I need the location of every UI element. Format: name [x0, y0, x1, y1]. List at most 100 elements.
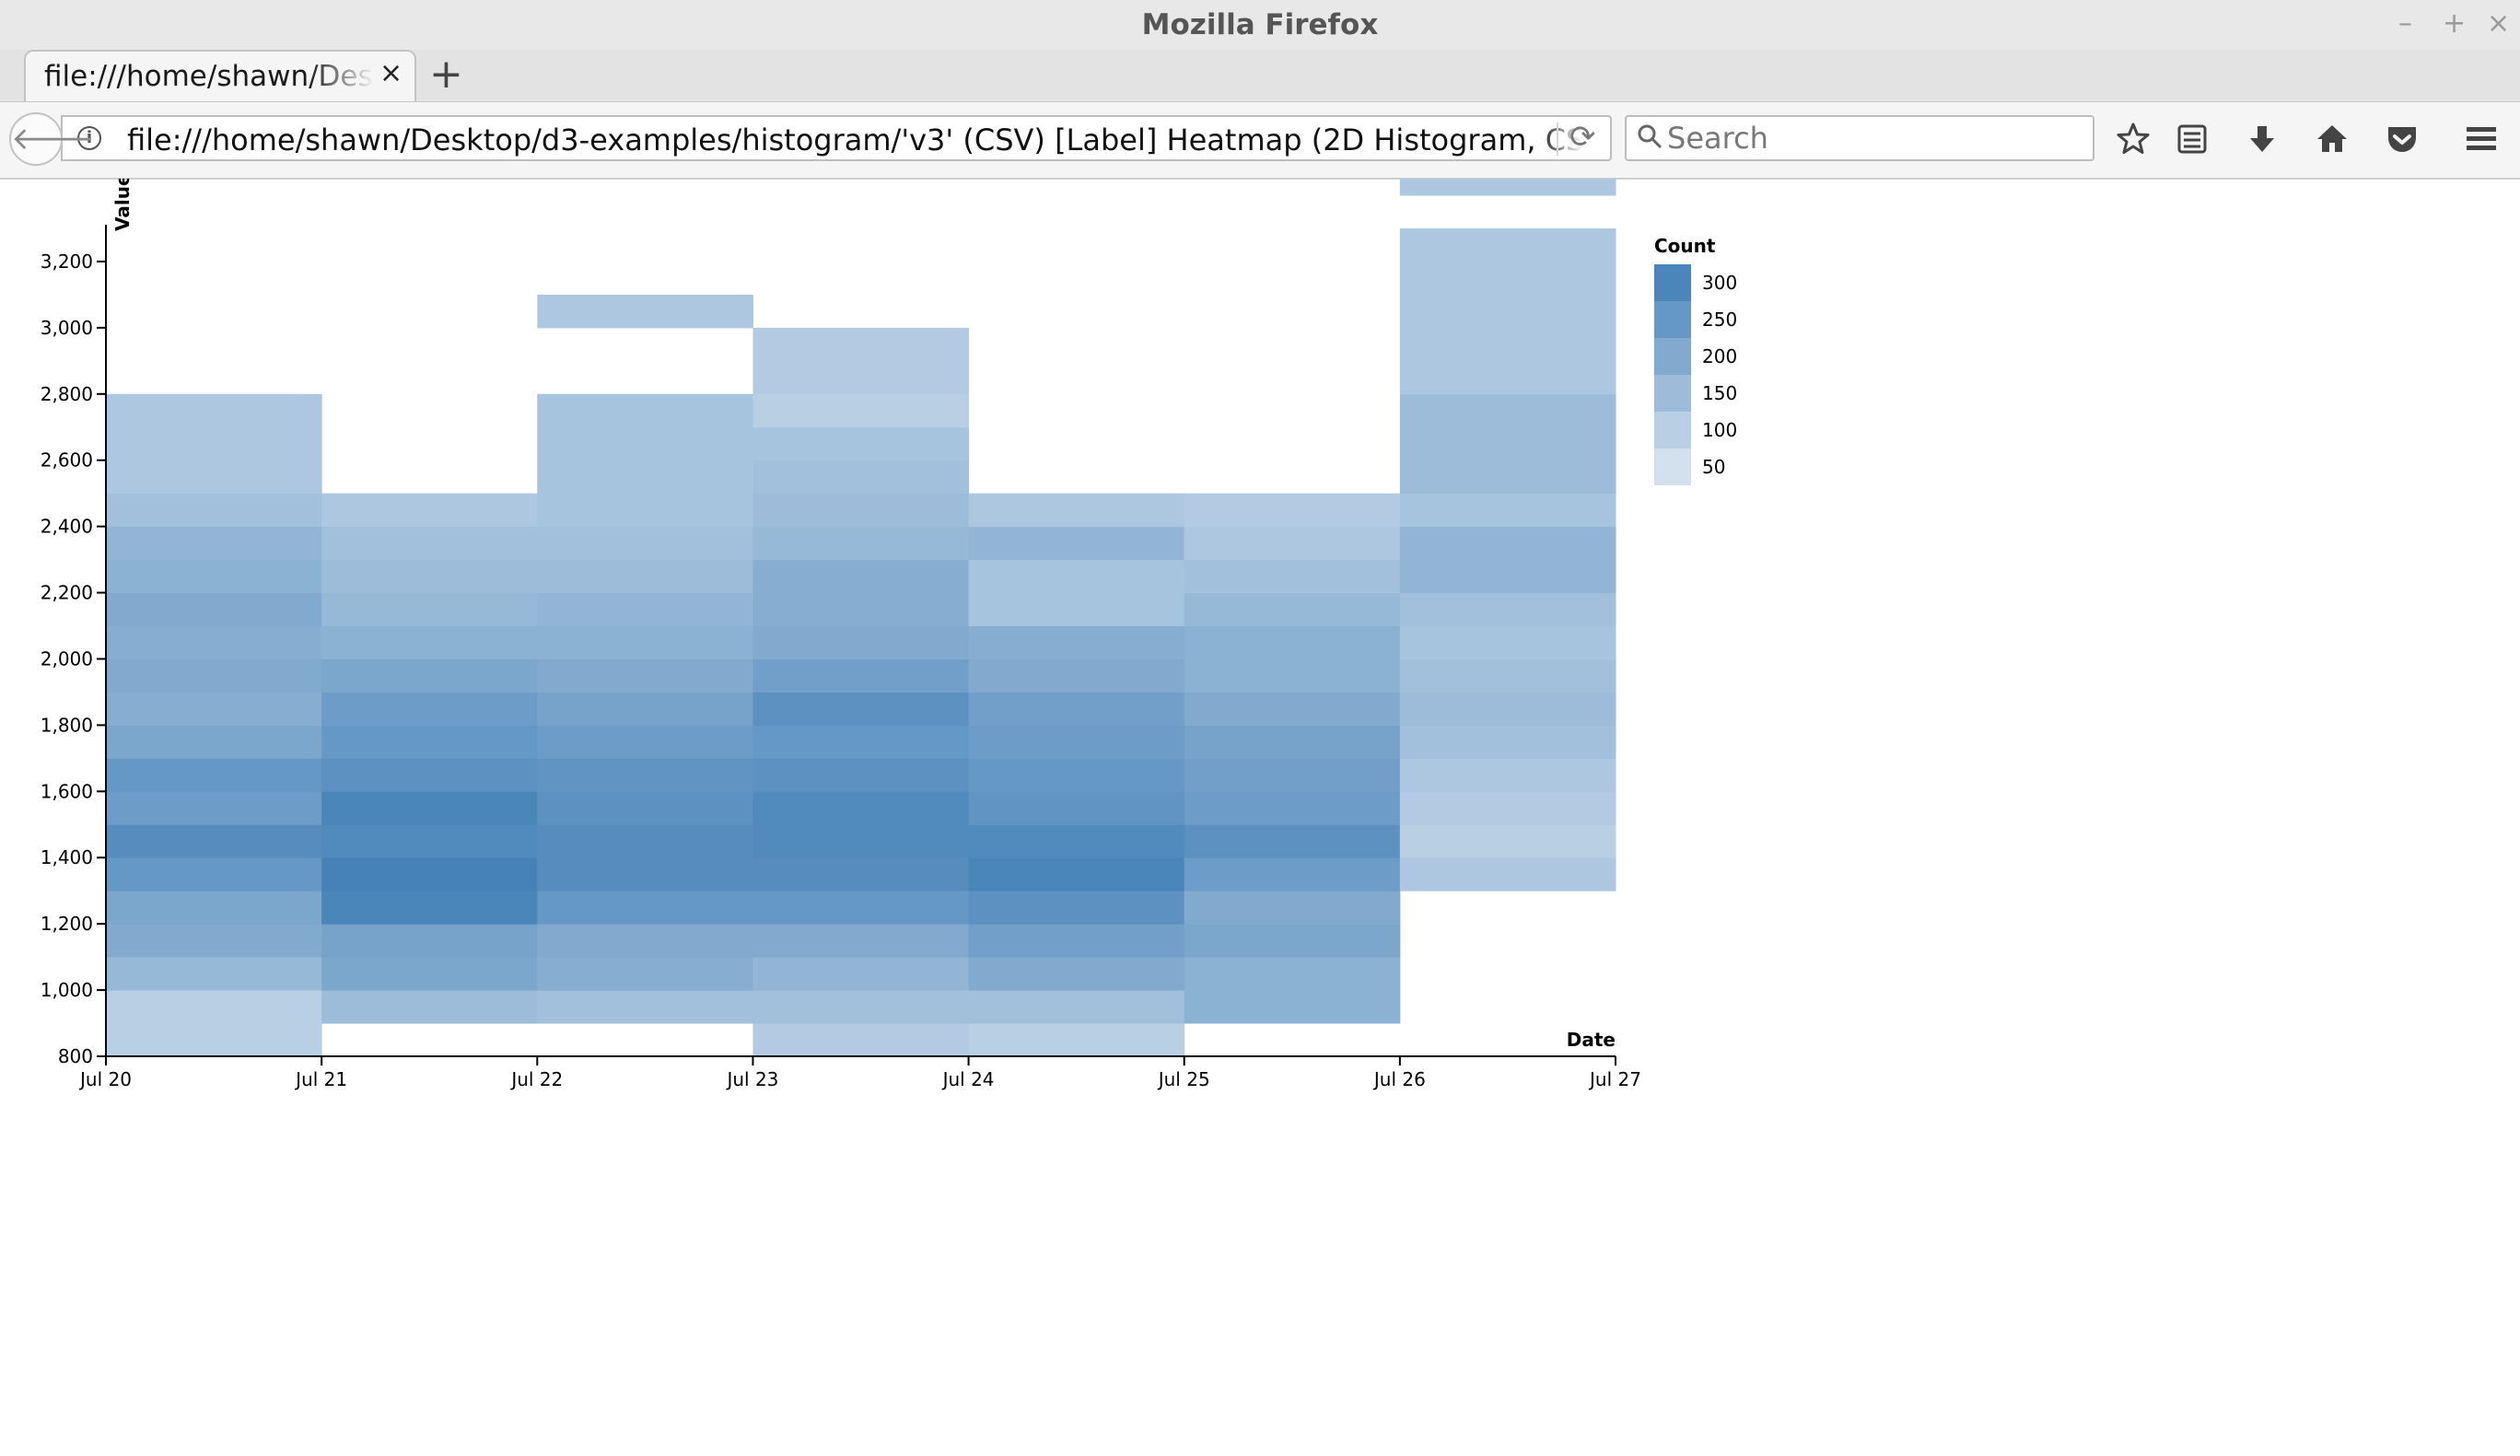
heatmap-cell	[537, 725, 753, 759]
x-tick-label: Jul 23	[725, 1068, 778, 1090]
heatmap-cell	[537, 460, 753, 495]
heatmap-cell	[752, 857, 970, 891]
heatmap-cell	[1184, 692, 1401, 726]
heatmap-cell	[968, 758, 1185, 792]
heatmap-cell	[968, 990, 1185, 1024]
heatmap-cell	[968, 526, 1185, 561]
close-window-button[interactable]: ×	[2487, 7, 2511, 40]
url-bar[interactable]: i file:///home/shawn/Desktop/d3-examples…	[61, 115, 1612, 161]
heatmap-cell	[752, 1023, 970, 1057]
heatmap-cell	[106, 592, 322, 627]
minimize-button[interactable]: –	[2398, 7, 2412, 40]
heatmap-cell	[968, 1023, 1185, 1057]
reload-icon[interactable]: ⟳	[1569, 119, 1596, 156]
heatmap-cell	[537, 294, 753, 329]
pocket-icon[interactable]	[2380, 117, 2424, 161]
legend: Count 300 250 200 150 100 50	[1654, 235, 1737, 485]
heatmap-cell	[1399, 625, 1616, 659]
heatmap-cell	[1184, 625, 1401, 659]
heatmap-cell	[106, 990, 322, 1024]
heatmap-cell	[321, 857, 538, 891]
heatmap-cell	[1399, 658, 1616, 693]
url-text[interactable]: file:///home/shawn/Desktop/d3-examples/h…	[127, 122, 1582, 157]
heatmap-cell	[752, 327, 970, 362]
tab-close-icon[interactable]: ×	[379, 57, 403, 89]
heatmap-cell	[321, 791, 538, 825]
heatmap-cell	[1399, 526, 1616, 561]
y-tick-label: 1,400	[41, 846, 93, 868]
heatmap-cell	[752, 493, 970, 528]
search-icon	[1638, 124, 1662, 149]
heatmap-cell	[1184, 758, 1401, 792]
heatmap-cell	[752, 758, 970, 792]
heatmap-cell	[752, 891, 970, 925]
x-axis: Jul 20 Jul 21 Jul 22 Jul 23 Jul 24 Jul 25 Jul …	[78, 1055, 1641, 1090]
tab-active[interactable]: file:///home/shawn/Desktop/d3-examples/h…	[24, 50, 416, 101]
home-icon[interactable]	[2310, 117, 2354, 161]
x-tick-label: Jul 20	[78, 1068, 132, 1090]
heatmap-cell	[1399, 460, 1616, 495]
heatmap-cell	[106, 460, 322, 495]
heatmap-cell	[1184, 924, 1401, 958]
legend-swatch	[1654, 301, 1691, 338]
heatmap-cell	[537, 791, 753, 825]
legend-label: 300	[1702, 272, 1737, 294]
heatmap-cell	[752, 990, 970, 1024]
legend-label: 250	[1702, 309, 1737, 331]
legend-swatch	[1654, 375, 1691, 412]
heatmap-cell	[1184, 990, 1401, 1024]
heatmap-cell	[106, 692, 322, 726]
maximize-button[interactable]: +	[2443, 7, 2467, 40]
heatmap-cell	[106, 857, 322, 891]
heatmap-cell	[321, 592, 538, 627]
heatmap-cell	[968, 592, 1185, 627]
heatmap-cell	[537, 824, 753, 858]
heatmap-cell	[752, 393, 970, 428]
heatmap-cell	[752, 791, 970, 825]
heatmap-cell	[106, 891, 322, 925]
heatmap-cell	[1399, 493, 1616, 528]
navigation-toolbar: i file:///home/shawn/Desktop/d3-examples…	[0, 101, 2520, 180]
y-tick-label: 2,000	[41, 647, 93, 670]
heatmap-cell	[752, 824, 970, 858]
heatmap-cell	[106, 957, 322, 991]
search-input[interactable]	[1667, 121, 2072, 156]
heatmap-cell	[752, 625, 970, 659]
legend-label: 200	[1702, 345, 1737, 367]
heatmap-cell	[106, 625, 322, 659]
y-tick-label: 2,400	[41, 516, 93, 538]
heatmap-cell	[968, 891, 1185, 925]
new-tab-button[interactable]: +	[429, 51, 463, 98]
heatmap-cell	[1399, 791, 1616, 825]
heatmap-cell	[1184, 493, 1401, 528]
heatmap-cell	[1399, 393, 1616, 428]
legend-swatch	[1654, 448, 1691, 485]
heatmap-cell	[1399, 327, 1616, 362]
back-button[interactable]: 🡐	[9, 112, 95, 166]
heatmap-cell	[752, 957, 970, 991]
menu-icon[interactable]	[2459, 117, 2503, 161]
heatmap-cell	[752, 526, 970, 561]
x-tick-label: Jul 25	[1157, 1068, 1210, 1090]
heatmap-cell	[752, 658, 970, 693]
heatmap-cell	[1399, 360, 1616, 395]
heatmap-cell	[968, 725, 1185, 759]
y-axis: 800 1,000 1,200 1,400 1,600 1,800 2,000 2,200 2,…	[41, 225, 107, 1067]
heatmap-cell	[321, 924, 538, 958]
star-icon[interactable]	[2111, 117, 2155, 161]
heatmap-cell	[752, 360, 970, 395]
legend-label: 150	[1702, 382, 1737, 404]
download-icon[interactable]	[2240, 117, 2284, 161]
heatmap-cell	[106, 725, 322, 759]
reading-list-icon[interactable]	[2170, 117, 2214, 161]
heatmap-cell	[968, 692, 1185, 726]
heatmap-cell	[1184, 891, 1401, 925]
info-icon[interactable]: i	[77, 126, 101, 150]
legend-title: Count	[1654, 235, 1716, 257]
search-bar[interactable]	[1625, 115, 2094, 161]
heatmap-cell	[106, 393, 322, 428]
tab-strip: file:///home/shawn/Desktop/d3-examples/h…	[0, 50, 2520, 101]
heatmap-cell	[1184, 857, 1401, 891]
url-divider	[1557, 122, 1558, 156]
heatmap-cell	[106, 526, 322, 561]
